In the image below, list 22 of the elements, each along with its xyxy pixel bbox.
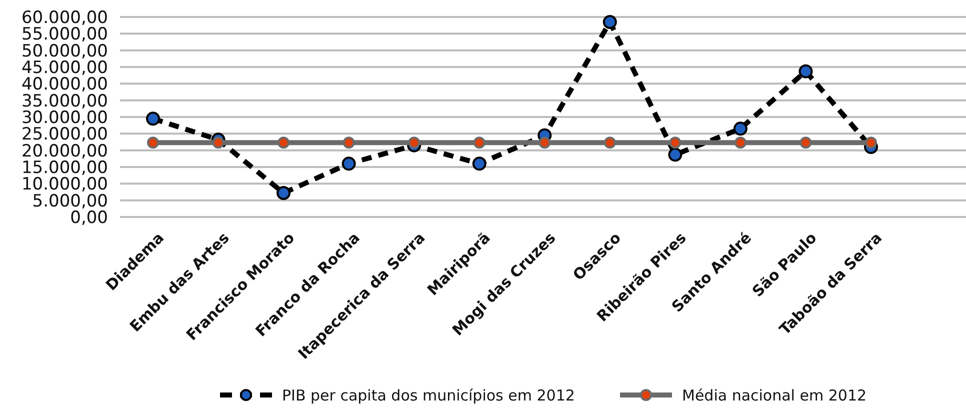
point <box>798 64 813 78</box>
point <box>668 148 682 162</box>
point <box>212 136 224 149</box>
point <box>734 136 746 149</box>
point <box>147 136 159 149</box>
point <box>278 136 290 149</box>
point <box>538 136 551 149</box>
point <box>602 15 617 29</box>
point <box>408 136 420 149</box>
legend-label: PIB per capita dos municípios em 2012 <box>282 386 575 404</box>
point <box>342 136 355 149</box>
point <box>669 136 682 149</box>
legend-label: Média nacional em 2012 <box>682 386 867 404</box>
point <box>733 122 748 136</box>
point <box>865 136 877 149</box>
point <box>342 156 356 171</box>
point <box>472 156 486 171</box>
point <box>800 136 812 149</box>
point <box>146 112 160 126</box>
point <box>473 136 486 149</box>
point <box>276 186 291 200</box>
point <box>604 136 616 149</box>
